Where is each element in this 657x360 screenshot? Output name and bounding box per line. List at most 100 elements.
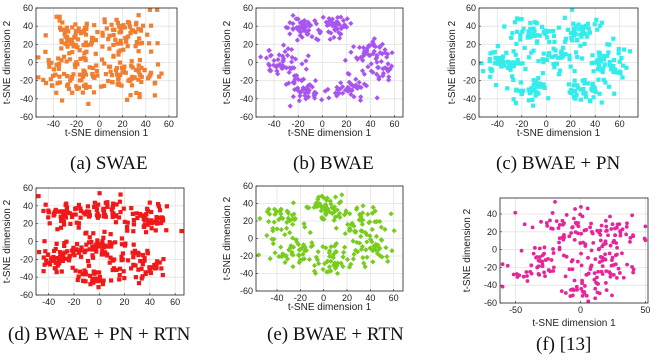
chart-panel-f: -50 0 50 -60 -40 -20 0 20 40 t-SNE dimension 1 t-S… bbox=[460, 192, 657, 332]
data-point bbox=[85, 204, 91, 209]
data-point bbox=[541, 51, 546, 56]
data-point bbox=[550, 211, 555, 215]
data-point bbox=[564, 213, 569, 217]
data-point bbox=[608, 271, 613, 276]
data-point bbox=[380, 66, 386, 72]
data-point bbox=[70, 248, 75, 253]
data-point bbox=[79, 29, 85, 35]
data-point bbox=[94, 249, 99, 254]
data-point bbox=[495, 43, 500, 49]
data-point bbox=[84, 21, 89, 26]
data-point bbox=[155, 41, 160, 46]
data-point bbox=[154, 218, 159, 223]
data-point bbox=[543, 31, 548, 37]
data-point bbox=[274, 226, 280, 232]
data-point bbox=[326, 15, 332, 22]
data-point bbox=[88, 42, 94, 47]
data-point bbox=[100, 242, 105, 247]
data-point bbox=[76, 202, 82, 207]
y-axis-label: t-SNE dimension 2 bbox=[222, 196, 233, 280]
data-point bbox=[521, 274, 526, 279]
data-point bbox=[624, 65, 629, 70]
data-point bbox=[611, 64, 616, 69]
data-point bbox=[102, 229, 107, 234]
data-point bbox=[561, 45, 566, 50]
data-point bbox=[288, 66, 294, 72]
data-point bbox=[117, 60, 123, 65]
data-point bbox=[598, 255, 603, 259]
data-point bbox=[500, 284, 505, 289]
data-point bbox=[130, 74, 135, 79]
data-point bbox=[121, 269, 126, 274]
data-point bbox=[603, 280, 608, 285]
data-point bbox=[578, 97, 583, 102]
data-point bbox=[598, 59, 603, 64]
x-tick-label: -20 bbox=[515, 119, 528, 129]
data-point bbox=[524, 270, 529, 274]
data-point bbox=[96, 285, 101, 290]
data-point bbox=[67, 57, 72, 62]
data-point bbox=[582, 41, 587, 46]
data-point bbox=[92, 271, 97, 276]
data-point bbox=[140, 262, 145, 267]
data-point bbox=[569, 30, 574, 36]
data-point bbox=[109, 73, 115, 78]
data-point bbox=[539, 84, 544, 89]
data-point bbox=[109, 22, 114, 27]
data-point bbox=[595, 60, 600, 65]
data-point bbox=[578, 241, 583, 245]
data-point bbox=[99, 57, 105, 62]
data-point bbox=[117, 30, 122, 35]
chart-panel-d: -40 -20 0 20 40 60 -60 -40 -20 0 20 40 60 t-SNE dimen… bbox=[0, 182, 205, 312]
data-point bbox=[519, 17, 524, 22]
data-point bbox=[538, 255, 542, 259]
data-point bbox=[510, 31, 515, 36]
data-point bbox=[136, 26, 141, 32]
data-point bbox=[131, 255, 136, 260]
data-point bbox=[92, 200, 97, 205]
data-point bbox=[110, 211, 115, 216]
data-point bbox=[145, 76, 151, 81]
data-point bbox=[593, 257, 598, 262]
data-point bbox=[102, 17, 107, 22]
data-point bbox=[119, 242, 125, 247]
data-point bbox=[589, 221, 593, 226]
data-point bbox=[264, 232, 270, 239]
data-point bbox=[488, 74, 493, 79]
data-point bbox=[515, 57, 520, 63]
data-point bbox=[154, 262, 159, 267]
data-point bbox=[303, 87, 309, 93]
data-point bbox=[87, 240, 92, 245]
data-point bbox=[514, 41, 519, 47]
data-point bbox=[356, 79, 362, 86]
data-point bbox=[125, 34, 131, 39]
data-point bbox=[129, 63, 134, 68]
data-point bbox=[130, 211, 135, 217]
data-point bbox=[530, 97, 535, 102]
data-point bbox=[134, 211, 139, 216]
data-point bbox=[64, 59, 69, 64]
data-point bbox=[114, 65, 119, 71]
data-point bbox=[111, 53, 116, 58]
data-point bbox=[103, 250, 108, 255]
data-point bbox=[130, 250, 135, 255]
data-point bbox=[544, 220, 549, 225]
x-tick-label: -40 bbox=[47, 119, 60, 129]
data-point bbox=[151, 219, 156, 224]
data-point bbox=[78, 254, 84, 259]
data-point bbox=[79, 78, 84, 83]
data-point bbox=[597, 260, 602, 265]
data-point bbox=[87, 84, 92, 90]
data-point bbox=[559, 55, 564, 60]
data-point bbox=[600, 264, 605, 269]
data-point bbox=[290, 264, 296, 270]
data-point bbox=[505, 263, 510, 268]
data-point bbox=[337, 210, 343, 217]
x-tick-label: 60 bbox=[615, 119, 625, 129]
data-point bbox=[504, 50, 509, 55]
data-point bbox=[136, 77, 141, 82]
data-point bbox=[76, 85, 82, 90]
data-point bbox=[57, 14, 62, 19]
data-point bbox=[586, 26, 591, 31]
data-point bbox=[73, 206, 78, 212]
